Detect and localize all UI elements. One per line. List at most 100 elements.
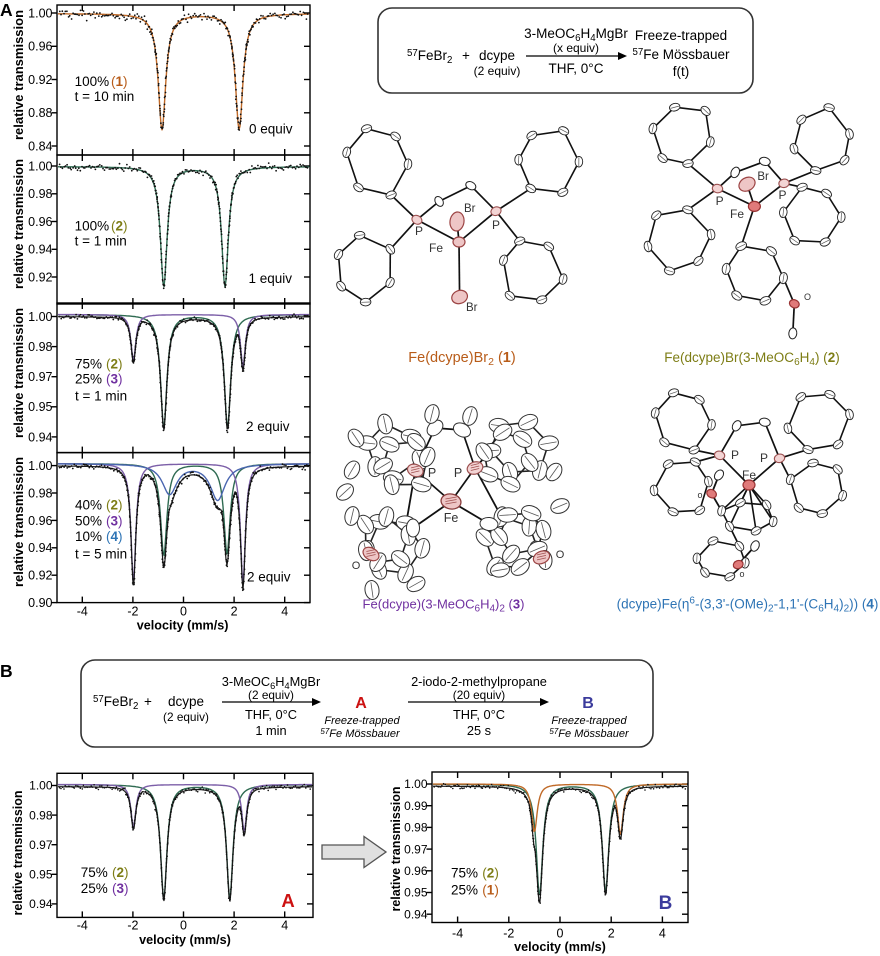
svg-text:+: + — [144, 694, 152, 709]
svg-text:2-iodo-2-methylpropane: 2-iodo-2-methylpropane — [411, 674, 547, 689]
svg-text:Fe(dcype)Br(3-MeOC6H4) (2): Fe(dcype)Br(3-MeOC6H4) (2) — [664, 350, 839, 368]
svg-text:-4: -4 — [452, 927, 463, 941]
svg-text:(x equiv): (x equiv) — [553, 41, 599, 55]
svg-text:(3): (3) — [106, 513, 123, 528]
svg-text:O: O — [352, 560, 361, 572]
svg-text:0.92: 0.92 — [28, 270, 52, 284]
svg-text:50%: 50% — [75, 513, 102, 528]
svg-text:40%: 40% — [75, 498, 102, 513]
svg-text:1.00: 1.00 — [28, 6, 52, 20]
svg-text:0.92: 0.92 — [28, 73, 52, 87]
svg-text:t = 10 min: t = 10 min — [75, 89, 135, 104]
svg-text:(2 equiv): (2 equiv) — [474, 64, 521, 78]
svg-text:(1): (1) — [482, 882, 499, 897]
svg-text:B: B — [659, 893, 673, 914]
svg-text:O: O — [556, 549, 565, 561]
svg-text:P: P — [415, 224, 423, 238]
svg-text:0.97: 0.97 — [404, 842, 428, 856]
svg-text:0.94: 0.94 — [29, 897, 53, 911]
svg-text:(2 equiv): (2 equiv) — [163, 710, 209, 724]
svg-text:P: P — [778, 188, 786, 202]
svg-text:-2: -2 — [127, 605, 138, 619]
svg-text:Fe: Fe — [429, 241, 443, 255]
svg-text:25%: 25% — [75, 372, 102, 387]
svg-text:-2: -2 — [503, 927, 514, 941]
svg-text:2 equiv: 2 equiv — [247, 570, 291, 585]
svg-text:0.94: 0.94 — [28, 430, 52, 444]
svg-text:2: 2 — [608, 927, 615, 941]
svg-text:Br: Br — [464, 203, 476, 215]
svg-text:velocity (mm/s): velocity (mm/s) — [514, 940, 606, 954]
svg-text:P: P — [760, 451, 768, 465]
svg-text:1.00: 1.00 — [404, 777, 428, 791]
svg-text:Fe: Fe — [730, 207, 744, 221]
svg-text:2 equiv: 2 equiv — [246, 419, 290, 434]
svg-text:Freeze-trapped: Freeze-trapped — [635, 28, 727, 43]
svg-text:Fe(dcype)(3-MeOC6H4)2 (3): Fe(dcype)(3-MeOC6H4)2 (3) — [363, 597, 525, 615]
svg-text:A: A — [281, 890, 294, 911]
svg-text:-2: -2 — [127, 919, 138, 933]
svg-text:Fe: Fe — [444, 511, 459, 525]
svg-text:57Fe Mössbauer: 57Fe Mössbauer — [549, 727, 630, 740]
svg-text:Br: Br — [757, 171, 769, 183]
svg-text:relative transmission: relative transmission — [389, 786, 403, 911]
svg-text:O: O — [804, 292, 811, 302]
svg-text:1.00: 1.00 — [29, 779, 53, 793]
svg-text:+: + — [462, 48, 470, 63]
svg-text:(4): (4) — [106, 529, 123, 544]
svg-text:t = 1 min: t = 1 min — [75, 388, 127, 403]
svg-text:THF, 0°C: THF, 0°C — [549, 61, 604, 76]
svg-text:o: o — [739, 569, 744, 579]
svg-text:A: A — [355, 695, 367, 712]
svg-text:0.98: 0.98 — [28, 340, 52, 354]
svg-text:B: B — [582, 695, 594, 712]
svg-text:relative transmission: relative transmission — [11, 10, 26, 140]
svg-text:(1): (1) — [111, 74, 128, 89]
svg-text:57Fe Mössbauer: 57Fe Mössbauer — [632, 47, 730, 62]
svg-text:4: 4 — [281, 605, 288, 619]
svg-text:0.92: 0.92 — [28, 569, 52, 583]
svg-text:t = 5 min: t = 5 min — [75, 546, 127, 561]
svg-text:1 min: 1 min — [255, 723, 286, 738]
svg-text:10%: 10% — [75, 529, 102, 544]
svg-text:57FeBr2: 57FeBr2 — [407, 48, 452, 66]
svg-text:Fe(dcype)Br2 (1): Fe(dcype)Br2 (1) — [408, 350, 515, 368]
svg-text:1 equiv: 1 equiv — [249, 271, 293, 286]
svg-text:0.96: 0.96 — [28, 215, 52, 229]
svg-text:0.98: 0.98 — [29, 808, 53, 822]
svg-text:relative transmission: relative transmission — [11, 308, 26, 438]
svg-text:0.88: 0.88 — [28, 106, 52, 120]
svg-text:0.98: 0.98 — [404, 821, 428, 835]
svg-text:-4: -4 — [77, 605, 88, 619]
svg-text:0.96: 0.96 — [28, 40, 52, 54]
svg-text:(2): (2) — [112, 865, 129, 880]
svg-text:0.94: 0.94 — [28, 541, 52, 555]
svg-text:relative transmission: relative transmission — [11, 790, 25, 915]
svg-text:1.00: 1.00 — [28, 459, 52, 473]
svg-text:4: 4 — [659, 927, 666, 941]
svg-text:2: 2 — [231, 919, 238, 933]
svg-text:75%: 75% — [81, 865, 108, 880]
svg-text:(2): (2) — [106, 357, 123, 372]
svg-text:P: P — [454, 466, 462, 480]
svg-text:dcype: dcype — [168, 694, 204, 709]
svg-text:(20 equiv): (20 equiv) — [453, 688, 506, 702]
svg-text:velocity (mm/s): velocity (mm/s) — [137, 619, 229, 633]
svg-text:0.97: 0.97 — [28, 370, 52, 384]
svg-text:1.00: 1.00 — [28, 310, 52, 324]
svg-text:(2): (2) — [111, 219, 128, 234]
svg-text:57Fe Mössbauer: 57Fe Mössbauer — [320, 727, 401, 740]
svg-text:25 s: 25 s — [467, 723, 491, 738]
svg-text:100%: 100% — [75, 74, 110, 89]
svg-text:0 equiv: 0 equiv — [249, 121, 293, 136]
svg-text:A: A — [0, 0, 13, 20]
svg-text:75%: 75% — [451, 866, 478, 881]
svg-text:0.99: 0.99 — [404, 799, 428, 813]
svg-text:0: 0 — [557, 927, 564, 941]
svg-text:(3): (3) — [112, 881, 129, 896]
svg-text:relative transmission: relative transmission — [11, 457, 26, 587]
svg-text:relative transmission: relative transmission — [11, 159, 26, 289]
svg-text:0.98: 0.98 — [28, 187, 52, 201]
svg-text:25%: 25% — [451, 882, 478, 897]
svg-text:t = 1 min: t = 1 min — [75, 233, 127, 248]
